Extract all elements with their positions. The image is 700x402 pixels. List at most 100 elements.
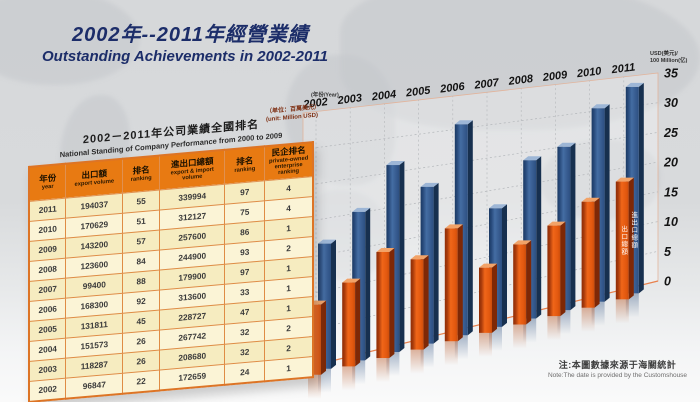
y-tick-label: 35 [664,67,679,81]
bar-import-export-2009-top [557,142,576,147]
bar-import-export-2005-reflection [420,343,434,368]
y-axis-unit-label: USD(美元)/ [650,49,678,57]
y-tick-label: 5 [664,245,672,259]
year-label: 2003 [336,92,363,107]
source-note: 注:本圖數據來源于海關統計 Note:The date is provided … [530,358,700,379]
x-axis-label: (年份/Year) [311,91,339,99]
bar-import-export-2011-side [638,82,644,294]
performance-table: 年份 year 出口額 export volume 排名 ranking 進出口總額 expo… [28,140,314,402]
bar-export-2005-top [410,255,429,260]
year-label: 2007 [473,77,501,92]
bar-import-export-2008-top [523,156,542,161]
bar-export-2010-side [594,197,600,308]
y-tick-label: 0 [664,275,671,289]
series-label-export: 出口總額 [620,224,628,256]
series-label-import-export: 進出口總額 [630,210,638,249]
column-header: 出口額 export volume [65,158,123,199]
year-label: 2002 [302,96,329,111]
bar-import-export-2003-reflection [352,360,366,385]
bar-import-export-2004-side [399,161,405,353]
bar-export-2006-reflection [444,341,458,366]
bar-export-2010 [581,197,600,332]
bar-import-export-2002-top [318,239,336,244]
bar-export-2008-front [513,244,527,325]
bar-export-2007-side [492,263,497,333]
bar-export-2011-top [615,177,634,182]
bar-export-2008-side [526,240,532,325]
bar-export-2005 [410,255,429,374]
bar-import-export-2009-reflection [557,310,571,335]
column-header: 年份 year [29,163,66,202]
bar-export-2004-side [389,247,395,359]
bar-export-2010-reflection [581,307,595,332]
bar-export-2007 [479,263,497,357]
year-label: 2010 [575,65,603,80]
bar-export-2011-side [628,177,634,300]
table-cell: 1 [264,356,313,382]
bar-import-export-2011-reflection [625,293,639,318]
year-label: 2004 [370,88,397,103]
bar-import-export-2002-reflection [318,368,331,393]
y-tick-label: 10 [664,215,678,229]
bar-import-export-2005-side [433,182,439,344]
bar-import-export-2003-side [365,207,371,361]
bar-export-2003 [342,278,361,391]
y-axis-unit-label: 100 Million(亿) [650,56,687,64]
bar-export-2011-reflection [615,299,629,324]
map-shape [300,190,390,280]
y-tick-label: 20 [663,156,678,170]
bar-import-export-2010-reflection [591,301,605,326]
table-cell: 22 [122,369,160,394]
bar-import-export-2007-side [502,204,507,327]
bar-export-2003-front [342,282,356,367]
bar-import-export-2007-top [489,204,507,209]
bar-export-2009 [547,221,566,341]
bar-import-export-2003-top [352,207,371,212]
column-header: 排名 ranking [224,146,265,185]
bar-export-2010-top [581,197,600,202]
bar-export-2008-top [513,240,532,245]
bar-export-2004-top [376,247,395,252]
bar-export-2004-front [376,251,390,359]
bar-export-2004-reflection [376,358,390,383]
bar-export-2006-front [444,228,458,342]
bar-export-2002-side [321,300,326,375]
bar-import-export-2006-reflection [454,335,468,360]
bar-export-2007-reflection [479,332,492,357]
bar-import-export-2008-reflection [523,318,537,343]
table-cell: 172659 [159,364,225,391]
year-label: 2009 [541,69,569,84]
bar-export-2009-reflection [547,316,561,341]
bar-export-2005-front [410,259,424,350]
y-tick-label: 25 [663,126,679,140]
column-header: 民企排名 private-owned enterprise ranking [264,142,313,181]
bar-import-export-2011-top [625,82,644,87]
bar-export-2002-reflection [308,374,321,399]
bar-import-export-2007-reflection [489,326,502,351]
bar-import-export-2008-side [536,156,542,319]
bar-import-export-2006-side [467,120,473,336]
page-title-en: Outstanding Achievements in 2002-2011 [42,48,328,65]
bar-import-export-2004-top [386,161,405,166]
bar-export-2007-top [479,263,497,268]
table-body: 2011 194037 55 339994 97 4 2010 170629 51 312127 7… [29,176,313,402]
bar-export-2005-side [423,255,429,350]
bar-export-2007-front [479,267,492,333]
bar-export-2003-reflection [342,366,356,391]
bar-import-export-2004-reflection [386,352,400,377]
bar-import-export-2002-side [331,239,336,369]
bar-import-export-2005-top [420,182,439,187]
bar-export-2010-front [581,201,595,308]
year-label: 2005 [404,84,432,99]
year-label: 2011 [610,61,636,76]
map-shape [0,0,140,85]
bar-export-2009-top [547,221,566,226]
source-note-zh: 注:本圖數據來源于海關統計 [558,360,677,370]
year-label: 2008 [507,73,535,88]
bar-export-2009-front [547,225,561,317]
bar-export-2003-top [342,278,361,283]
y-tick-label: 15 [664,185,679,199]
year-label: 2006 [439,81,467,96]
